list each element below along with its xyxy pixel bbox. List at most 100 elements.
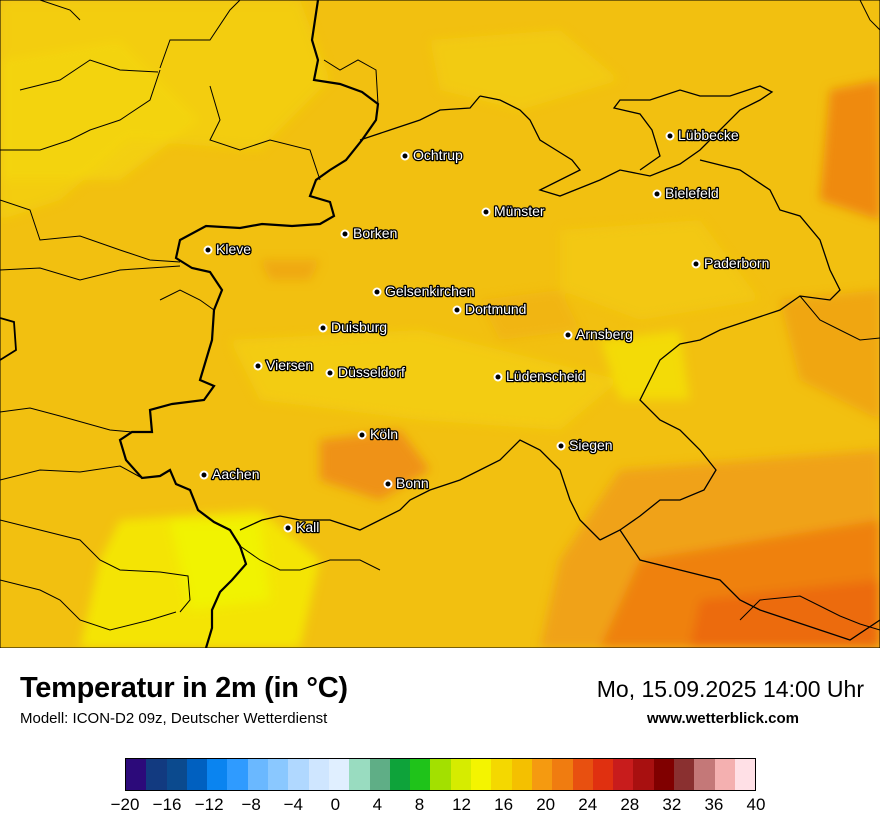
- city-marker: Viersen: [253, 356, 315, 374]
- color-scale-segment: [613, 759, 634, 790]
- city-label: Gelsenkirchen: [385, 283, 475, 299]
- city-dot: [563, 330, 573, 340]
- color-scale-bar: [125, 758, 756, 791]
- color-scale-segment: [308, 759, 329, 790]
- website-link[interactable]: www.wetterblick.com: [647, 710, 799, 727]
- city-dot: [400, 151, 410, 161]
- color-scale-segment: [349, 759, 370, 790]
- color-scale-segment: [694, 759, 715, 790]
- scale-tick-label: 12: [452, 795, 471, 814]
- color-scale-segment: [268, 759, 289, 790]
- scale-tick-label: 4: [372, 795, 383, 814]
- scale-tick-label: −12: [194, 795, 224, 814]
- city-marker: Paderborn: [691, 254, 771, 272]
- city-marker: Duisburg: [318, 318, 388, 336]
- color-scale-segment: [491, 759, 512, 790]
- model-info: Modell: ICON-D2 09z, Deutscher Wetterdie…: [20, 710, 328, 727]
- color-scale-segment: [531, 759, 553, 790]
- color-scale-segment: [714, 759, 735, 790]
- city-label: Bonn: [396, 475, 429, 491]
- scale-tick-label: 20: [536, 795, 556, 814]
- color-scale-ticks: −20 −16 −12 −8 −4 0 4 8 12 16 20 24 28 32 36 40: [0, 791, 880, 821]
- state-border-north: [479, 85, 774, 197]
- city-marker: Aachen: [199, 465, 261, 483]
- forecast-datetime: Mo, 15.09.2025 14:00 Uhr: [596, 676, 864, 702]
- color-scale-segment: [471, 759, 492, 790]
- scale-tick-label: 32: [662, 795, 682, 814]
- color-scale-segment: [126, 759, 147, 790]
- map-canvas: Lübbecke Ochtrup Bielefeld Münster Borken Kle…: [0, 0, 880, 648]
- city-label: Paderborn: [704, 255, 769, 271]
- scale-tick-label: −20: [110, 795, 140, 814]
- color-scale-segment: [288, 759, 309, 790]
- city-dot: [340, 229, 350, 239]
- color-scale-segment: [592, 759, 614, 790]
- color-scale-segment: [166, 759, 187, 790]
- map-title: Temperatur in 2m (in °C): [20, 672, 348, 704]
- city-marker: Bonn: [383, 474, 430, 492]
- scale-tick-label: 40: [746, 795, 766, 814]
- city-label: Ochtrup: [413, 147, 463, 163]
- state-border-south: [239, 439, 601, 541]
- city-dot: [199, 470, 209, 480]
- color-scale-segment: [410, 759, 431, 790]
- city-label: Bielefeld: [665, 185, 719, 201]
- scale-tick-label: 16: [494, 795, 514, 814]
- city-label: Siegen: [569, 437, 613, 453]
- city-label: Aachen: [212, 466, 259, 482]
- state-border-east: [599, 159, 841, 541]
- scale-tick-label: 28: [620, 795, 640, 814]
- color-scale-segment: [653, 759, 675, 790]
- city-label: Kleve: [216, 241, 251, 257]
- color-scale-segment: [389, 759, 411, 790]
- temperature-field: [0, 0, 880, 648]
- color-scale-segment: [734, 759, 756, 790]
- city-marker: Gelsenkirchen: [372, 282, 476, 300]
- city-dot: [481, 207, 491, 217]
- color-scale-segment: [328, 759, 350, 790]
- city-dot: [452, 305, 462, 315]
- city-label: Viersen: [266, 357, 313, 373]
- color-scale-segment: [247, 759, 269, 790]
- scale-tick-label: −16: [152, 795, 182, 814]
- city-label: Dortmund: [465, 301, 526, 317]
- city-dot: [652, 189, 662, 199]
- city-dot: [665, 131, 675, 141]
- city-marker: Kleve: [203, 240, 253, 258]
- scale-tick-label: −4: [283, 795, 303, 814]
- city-marker: Bielefeld: [652, 184, 720, 202]
- color-scale-segment: [430, 759, 451, 790]
- color-scale-segment: [674, 759, 695, 790]
- scale-tick-label: 8: [414, 795, 425, 814]
- city-dot: [556, 441, 566, 451]
- city-label: Köln: [370, 426, 398, 442]
- color-scale-segment: [572, 759, 593, 790]
- city-label: Lübbecke: [678, 127, 739, 143]
- national-border: [118, 0, 380, 648]
- color-scale-segment: [146, 759, 167, 790]
- color-scale-segment: [186, 759, 208, 790]
- city-dot: [383, 479, 393, 489]
- city-dot: [203, 245, 213, 255]
- city-marker: Lüdenscheid: [493, 367, 587, 385]
- color-scale-segment: [369, 759, 390, 790]
- city-marker: Ochtrup: [400, 146, 464, 164]
- temperature-map: Lübbecke Ochtrup Bielefeld Münster Borken Kle…: [0, 0, 880, 648]
- city-dot: [691, 259, 701, 269]
- color-scale-segment: [633, 759, 654, 790]
- city-label: Arnsberg: [576, 326, 633, 342]
- city-dot: [493, 372, 503, 382]
- color-scale-segment: [207, 759, 228, 790]
- city-marker: Dortmund: [452, 300, 528, 318]
- scale-tick-label: 0: [330, 795, 341, 814]
- city-dot: [253, 361, 263, 371]
- city-marker: Düsseldorf: [325, 363, 406, 381]
- color-scale-segment: [552, 759, 573, 790]
- city-marker: Kall: [283, 518, 321, 536]
- city-label: Münster: [494, 203, 545, 219]
- city-dot: [372, 287, 382, 297]
- color-scale-segment: [450, 759, 472, 790]
- scale-tick-label: 36: [704, 795, 724, 814]
- city-label: Borken: [353, 225, 397, 241]
- city-marker: Borken: [340, 224, 399, 242]
